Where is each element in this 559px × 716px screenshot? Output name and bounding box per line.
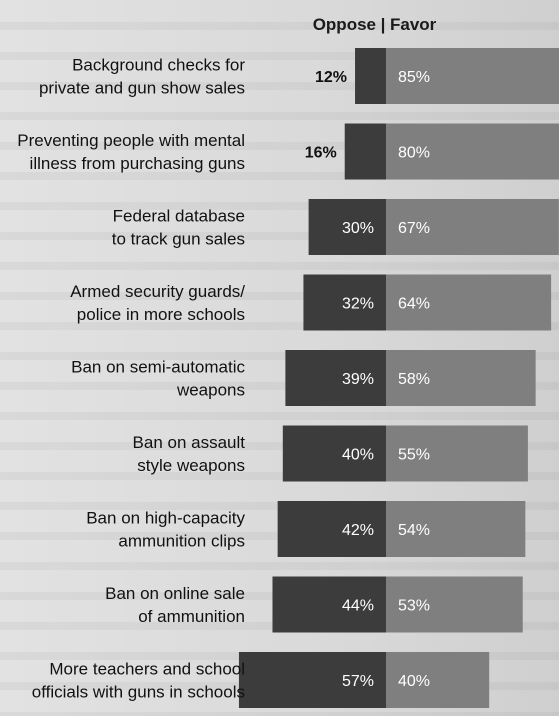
- category-label: officials with guns in schools: [32, 683, 245, 702]
- header-favor: Favor: [390, 15, 437, 34]
- oppose-value-label: 44%: [342, 598, 374, 615]
- favor-value-label: 85%: [398, 69, 430, 86]
- favor-value-label: 58%: [398, 371, 430, 388]
- chart-row: More teachers and school officials with g…: [32, 652, 490, 708]
- chart-row: Federal database to track gun sales 30% 67%: [112, 199, 559, 255]
- oppose-value-label: 16%: [305, 145, 337, 162]
- chart-row: Armed security guards/police in more sch…: [70, 274, 552, 331]
- category-label: illness from purchasing guns: [30, 154, 245, 173]
- category-label: Armed security guards/: [70, 282, 245, 301]
- oppose-value-label: 30%: [342, 220, 374, 237]
- chart-rows: Background checks for private and gun sho…: [17, 48, 559, 708]
- favor-value-label: 55%: [398, 447, 430, 464]
- oppose-bar: [277, 501, 386, 557]
- category-label: of ammunition: [138, 607, 245, 626]
- favor-value-label: 67%: [398, 220, 430, 237]
- category-label: Ban on high-capacity: [86, 509, 245, 528]
- oppose-bar: [303, 274, 386, 331]
- oppose-bar: [282, 425, 386, 482]
- chart-row: Preventing people with mental illness fro…: [17, 123, 559, 180]
- favor-bar: [386, 501, 526, 557]
- category-label: ammunition clips: [118, 532, 245, 551]
- favor-value-label: 53%: [398, 598, 430, 615]
- category-label: Federal database: [113, 207, 245, 226]
- favor-bar: [386, 350, 536, 406]
- chart-row: Ban on high-capacity ammunition clips 42% 5…: [86, 501, 526, 557]
- oppose-value-label: 39%: [342, 371, 374, 388]
- oppose-bar: [344, 123, 386, 180]
- oppose-value-label: 42%: [342, 522, 374, 539]
- chart-header: Oppose | Favor: [313, 15, 437, 34]
- oppose-bar: [355, 48, 386, 104]
- favor-bar: [386, 123, 559, 180]
- chart-row: Ban on online sale of ammunition 44% 53%: [105, 576, 523, 633]
- category-label: style weapons: [137, 456, 245, 475]
- oppose-bar: [272, 576, 386, 633]
- category-label: Ban on assault: [133, 433, 246, 452]
- chart-row: Ban on assault style weapons 40% 55%: [133, 425, 528, 482]
- category-label: More teachers and school: [49, 660, 245, 679]
- oppose-value-label: 40%: [342, 447, 374, 464]
- favor-bar: [386, 576, 523, 633]
- category-label: Ban on online sale: [105, 584, 245, 603]
- category-label: Preventing people with mental: [17, 131, 245, 150]
- category-label: to track gun sales: [112, 230, 245, 249]
- category-label: weapons: [176, 381, 245, 400]
- favor-value-label: 40%: [398, 673, 430, 690]
- oppose-value-label: 32%: [342, 296, 374, 313]
- oppose-bar: [285, 350, 386, 406]
- chart-row: Background checks for private and gun sho…: [39, 48, 559, 104]
- oppose-value-label: 57%: [342, 673, 374, 690]
- header-oppose: Oppose: [313, 15, 376, 34]
- favor-value-label: 80%: [398, 145, 430, 162]
- category-label: private and gun show sales: [39, 79, 245, 98]
- favor-bar: [386, 652, 490, 708]
- favor-value-label: 64%: [398, 296, 430, 313]
- favor-value-label: 54%: [398, 522, 430, 539]
- oppose-bar: [238, 652, 386, 708]
- category-label: police in more schools: [77, 305, 245, 324]
- favor-bar: [386, 48, 559, 104]
- oppose-value-label: 12%: [315, 69, 347, 86]
- category-label: Background checks for: [72, 56, 245, 75]
- favor-bar: [386, 274, 552, 331]
- favor-bar: [386, 425, 528, 482]
- category-label: Ban on semi-automatic: [71, 358, 245, 377]
- header-separator: |: [381, 15, 386, 34]
- chart-row: Ban on semi-automatic weapons 39% 58%: [71, 350, 536, 406]
- favor-bar: [386, 199, 559, 255]
- oppose-bar: [308, 199, 386, 255]
